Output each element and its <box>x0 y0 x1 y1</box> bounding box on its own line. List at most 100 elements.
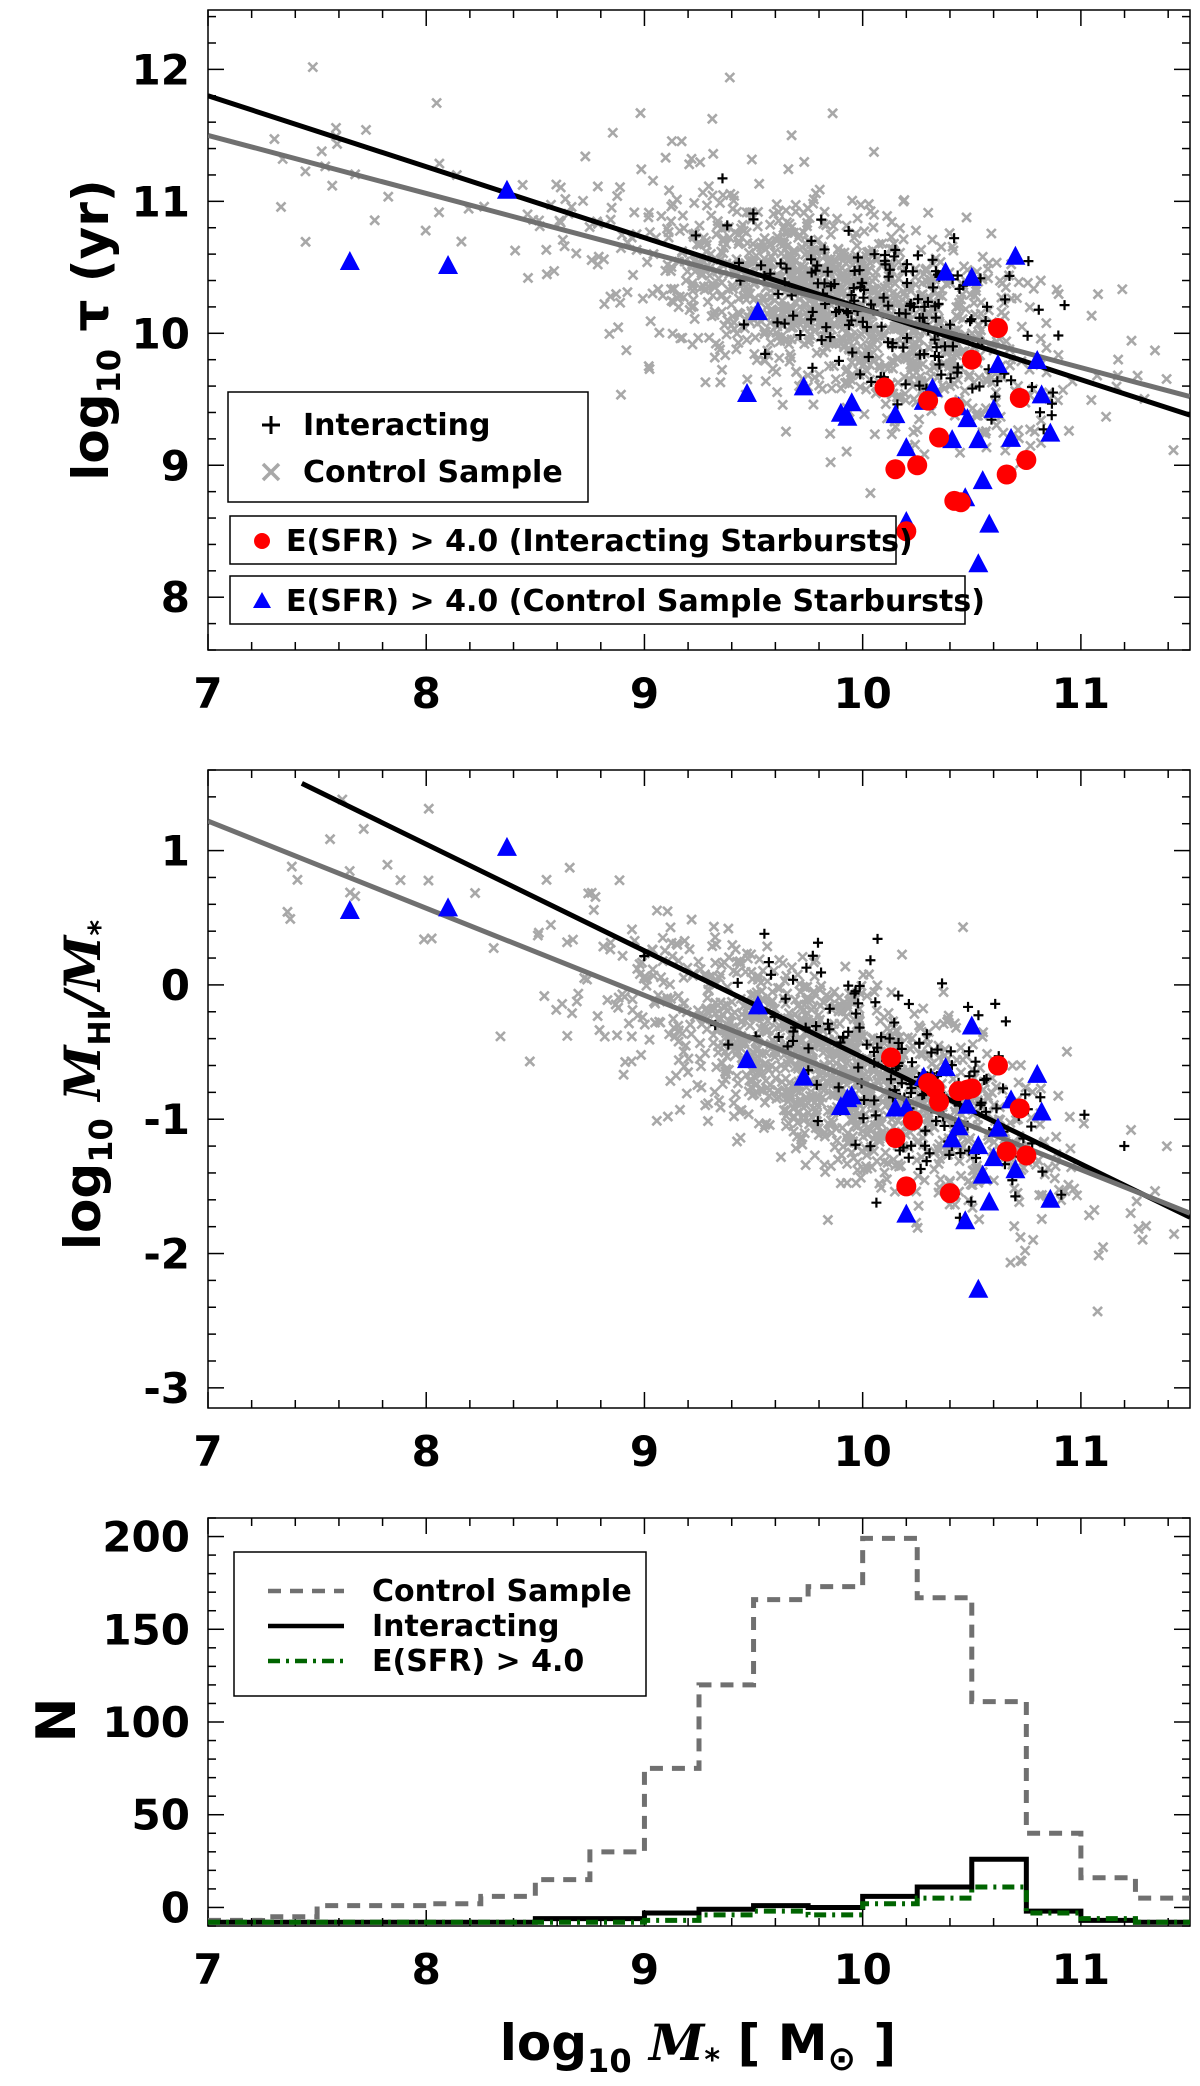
control-point <box>788 1103 800 1115</box>
control-point <box>784 348 796 360</box>
control-point <box>894 222 906 234</box>
control-point <box>838 996 850 1008</box>
control-point <box>997 277 1008 289</box>
control-point <box>781 988 793 999</box>
control-point <box>732 337 744 349</box>
control-point <box>299 165 311 177</box>
interacting-point <box>869 249 880 260</box>
control-point <box>582 887 594 899</box>
control-point <box>722 923 734 934</box>
control-point <box>734 308 746 320</box>
interacting-point <box>847 347 858 358</box>
control-starburst-point <box>935 1057 956 1077</box>
interacting-point <box>846 289 857 300</box>
control-point <box>867 222 879 233</box>
control-point <box>769 1051 781 1063</box>
interacting-point <box>1010 1191 1021 1202</box>
control-starburst-point <box>961 1015 982 1035</box>
control-point <box>874 1015 886 1027</box>
control-point <box>726 939 738 951</box>
interacting-point <box>931 342 942 353</box>
control-point <box>846 331 858 343</box>
interacting-point <box>787 1035 798 1046</box>
control-point <box>957 1054 969 1066</box>
interacting-point <box>896 1078 907 1089</box>
control-point <box>980 425 992 437</box>
control-starburst-point <box>747 301 768 321</box>
control-point <box>282 906 293 918</box>
control-starburst-point <box>942 429 963 449</box>
y-tick-labels: 0 50 100 150 200 <box>102 1513 190 1933</box>
histogram-dashed-series <box>208 1535 1190 1923</box>
control-point <box>894 297 906 309</box>
control-starburst-point <box>979 1191 1000 1211</box>
legend-interacting-starbursts-label: E(SFR) > 4.0 (Interacting Starbursts) <box>286 524 913 559</box>
control-point <box>763 1064 775 1076</box>
interacting-point <box>1037 1166 1048 1177</box>
control-point <box>938 986 949 998</box>
interacting-point <box>974 381 985 392</box>
control-point <box>1168 1228 1180 1240</box>
control-point <box>716 277 728 289</box>
control-point <box>788 1126 800 1137</box>
interacting-point <box>748 208 759 219</box>
control-point <box>847 1130 859 1142</box>
control-starburst-point <box>737 1049 758 1069</box>
control-point <box>886 216 898 228</box>
control-point <box>1015 1255 1026 1266</box>
control-point <box>1052 349 1064 361</box>
control-point <box>808 986 820 998</box>
control-point <box>835 333 847 345</box>
control-point <box>561 1030 573 1042</box>
interacting-point <box>855 369 866 380</box>
control-point <box>938 383 950 395</box>
control-point <box>770 366 782 378</box>
control-point <box>861 247 873 259</box>
control-point <box>774 1021 786 1032</box>
y-tick-label: 10 <box>132 309 190 358</box>
x-tick-label: 8 <box>412 1945 441 1994</box>
control-point <box>858 358 870 370</box>
control-point <box>651 1115 663 1127</box>
control-point <box>710 1061 722 1073</box>
control-point <box>815 1000 827 1012</box>
interacting-point <box>970 1056 981 1067</box>
control-point <box>804 212 815 224</box>
interacting-point <box>825 332 836 343</box>
control-point <box>1116 283 1128 295</box>
interacting-point <box>945 319 956 330</box>
control-point <box>746 154 758 165</box>
control-point <box>694 156 706 168</box>
control-point <box>1008 1220 1020 1232</box>
interacting-starburst-point <box>996 1141 1017 1162</box>
control-point <box>1036 1189 1048 1201</box>
interacting-point <box>885 1074 896 1085</box>
x-tick-label: 8 <box>412 669 441 718</box>
control-point <box>1088 1204 1100 1216</box>
interacting-point <box>912 250 923 261</box>
control-point <box>420 225 432 236</box>
control-point <box>538 990 550 1002</box>
control-point <box>556 998 568 1010</box>
control-point <box>749 332 761 343</box>
control-point <box>1112 354 1124 365</box>
control-point <box>847 1037 859 1049</box>
fit-line <box>300 781 1190 1220</box>
y-tick-label: 9 <box>161 441 190 490</box>
legend-red-circle-marker <box>254 533 270 549</box>
control-starburst-point <box>955 1210 976 1230</box>
control-point <box>592 259 604 270</box>
control-point <box>1133 1223 1144 1235</box>
control-point <box>743 1108 755 1120</box>
control-point <box>773 206 784 218</box>
legend-box <box>227 391 589 503</box>
control-point <box>808 956 820 968</box>
control-point <box>1008 1183 1020 1194</box>
control-point <box>863 344 875 356</box>
control-point <box>909 1008 920 1020</box>
control-point <box>533 927 545 939</box>
interacting-point <box>955 1148 966 1159</box>
control-point <box>826 382 838 394</box>
control-point <box>712 1046 724 1058</box>
control-point <box>431 97 443 109</box>
